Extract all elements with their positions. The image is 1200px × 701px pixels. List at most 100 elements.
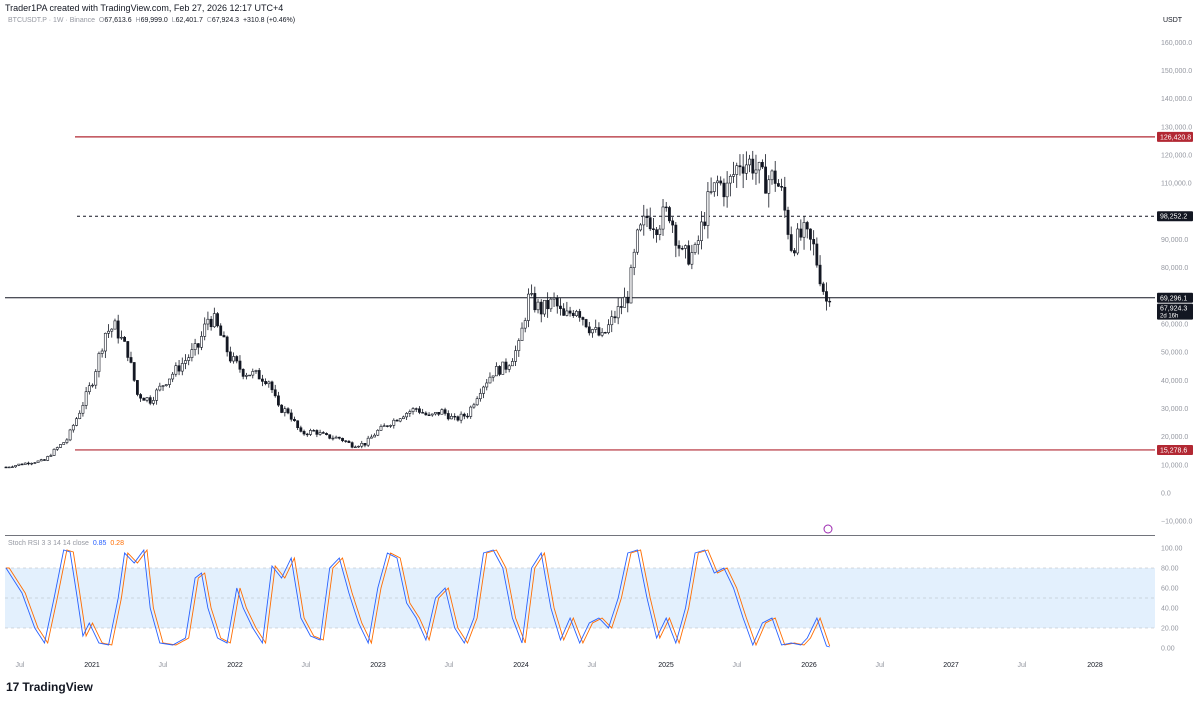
candle-body [11,466,14,468]
candle-body [318,432,322,435]
candle-body [668,207,671,222]
ohlc-close: 67,924.3 [211,17,240,24]
candle-body [549,298,553,310]
candle-body [126,341,130,358]
currency-label[interactable]: USDT [1163,17,1183,24]
candle-body [450,415,453,420]
candle-body [219,325,223,336]
candle-body [315,430,319,435]
candle-body [289,412,293,420]
price-tick-label: −10,000.0 [1161,519,1192,526]
time-tick-label: 2022 [227,662,243,669]
symbol-name[interactable]: BTCUSDT.P · 1W · Binance [8,17,96,24]
candle-body [180,363,184,372]
candle-body [565,310,569,316]
candle-body [424,412,428,416]
candle-body [751,158,755,174]
price-tick-label: 120,000.0 [1161,152,1192,159]
candle-body [546,299,550,310]
candle-body [254,370,258,372]
candle-body [773,170,777,184]
candle-body [738,165,742,168]
level-price-badge [1157,131,1193,142]
candle-body [459,413,463,421]
candle-body [629,267,633,304]
ohlc-open-label: O [98,17,105,24]
candle-body [334,436,338,439]
candle-body [767,179,771,194]
candle-body [187,357,191,361]
candle-body [248,374,251,377]
candle-body [382,425,386,427]
candle-body [116,320,120,339]
candle-body [360,443,364,447]
candle-body [626,296,630,304]
candle-body [337,436,341,439]
candle-body [821,283,825,292]
candle-body [328,434,332,439]
time-tick-label: Jul [445,662,454,669]
candle-body [725,182,729,198]
price-tick-label: 50,000.0 [1161,350,1188,357]
price-tick-label: 90,000.0 [1161,237,1188,244]
candle-body [49,455,53,457]
candle-body [129,357,133,363]
candle-body [158,385,162,391]
candle-body [735,165,739,175]
candle-body [59,444,62,448]
price-tick-label: 60,000.0 [1161,321,1188,328]
candle-body [389,425,393,427]
candle-body [478,393,482,400]
candle-body [164,384,168,386]
candle-body [293,418,296,422]
candle-body [395,419,399,422]
candle-body [251,371,255,376]
price-tick-label: 40,000.0 [1161,378,1188,385]
candle-body [748,158,751,166]
candle-body [613,316,617,319]
candle-body [161,385,165,387]
stoch-rsi-k-value: 0.85 [92,540,107,547]
candle-body [385,425,389,427]
price-tick-label: 110,000.0 [1161,181,1192,188]
candle-body [33,462,37,464]
candle-body [639,224,642,231]
candle-body [539,301,543,315]
event-marker-icon [823,524,833,534]
candle-body [757,162,761,171]
stoch-tick-label: 0.00 [1161,646,1175,653]
candle-body [325,433,328,435]
candle-body [36,460,40,463]
tradingview-logo[interactable]: 17 TradingView [6,680,93,694]
candle-body [462,413,466,417]
time-tick-label: Jul [16,662,25,669]
stoch-rsi-title[interactable]: Stoch RSI 3 3 14 14 close [8,540,89,547]
candle-body [527,293,530,321]
candle-body [331,437,335,440]
candle-body [661,206,665,230]
candle-body [825,291,828,302]
candle-body [62,442,66,445]
candle-body [145,397,149,401]
candle-body [267,381,271,385]
candle-body [39,459,43,462]
candle-body [799,228,803,238]
candle-body [23,462,27,465]
time-tick-label: Jul [733,662,742,669]
candle-body [421,412,425,414]
candle-body [581,317,585,320]
candle-body [760,162,764,168]
candle-body [392,419,396,426]
candle-body [472,404,476,408]
candle-body [498,366,501,375]
candle-body [350,442,354,448]
level-price-label: 69,296.1 [1160,295,1187,302]
candle-body [690,252,694,265]
candle-body [504,361,508,370]
candle-body [212,313,216,328]
candle-body [594,327,598,330]
candle-body [190,349,194,358]
candle-body [453,415,457,418]
candle-body [600,332,604,336]
